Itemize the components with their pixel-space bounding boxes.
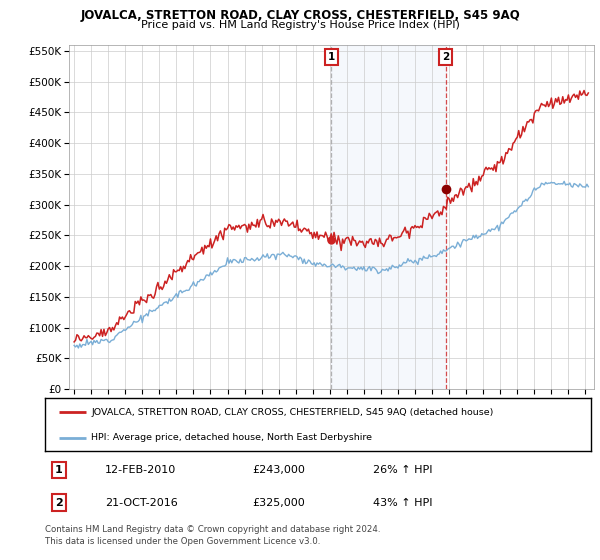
Text: 2: 2 bbox=[55, 497, 62, 507]
Text: £243,000: £243,000 bbox=[253, 465, 305, 475]
Text: 12-FEB-2010: 12-FEB-2010 bbox=[105, 465, 176, 475]
Text: 2: 2 bbox=[442, 52, 449, 62]
Text: 1: 1 bbox=[55, 465, 62, 475]
Bar bbox=[331, 45, 446, 389]
Text: JOVALCA, STRETTON ROAD, CLAY CROSS, CHESTERFIELD, S45 9AQ (detached house): JOVALCA, STRETTON ROAD, CLAY CROSS, CHES… bbox=[91, 408, 494, 417]
Text: JOVALCA, STRETTON ROAD, CLAY CROSS, CHESTERFIELD, S45 9AQ: JOVALCA, STRETTON ROAD, CLAY CROSS, CHES… bbox=[80, 9, 520, 22]
Text: HPI: Average price, detached house, North East Derbyshire: HPI: Average price, detached house, Nort… bbox=[91, 433, 373, 442]
Text: 26% ↑ HPI: 26% ↑ HPI bbox=[373, 465, 432, 475]
Text: 43% ↑ HPI: 43% ↑ HPI bbox=[373, 497, 432, 507]
Text: Contains HM Land Registry data © Crown copyright and database right 2024.
This d: Contains HM Land Registry data © Crown c… bbox=[45, 525, 380, 546]
Text: 1: 1 bbox=[328, 52, 335, 62]
Text: Price paid vs. HM Land Registry's House Price Index (HPI): Price paid vs. HM Land Registry's House … bbox=[140, 20, 460, 30]
Text: 21-OCT-2016: 21-OCT-2016 bbox=[105, 497, 178, 507]
Text: £325,000: £325,000 bbox=[253, 497, 305, 507]
